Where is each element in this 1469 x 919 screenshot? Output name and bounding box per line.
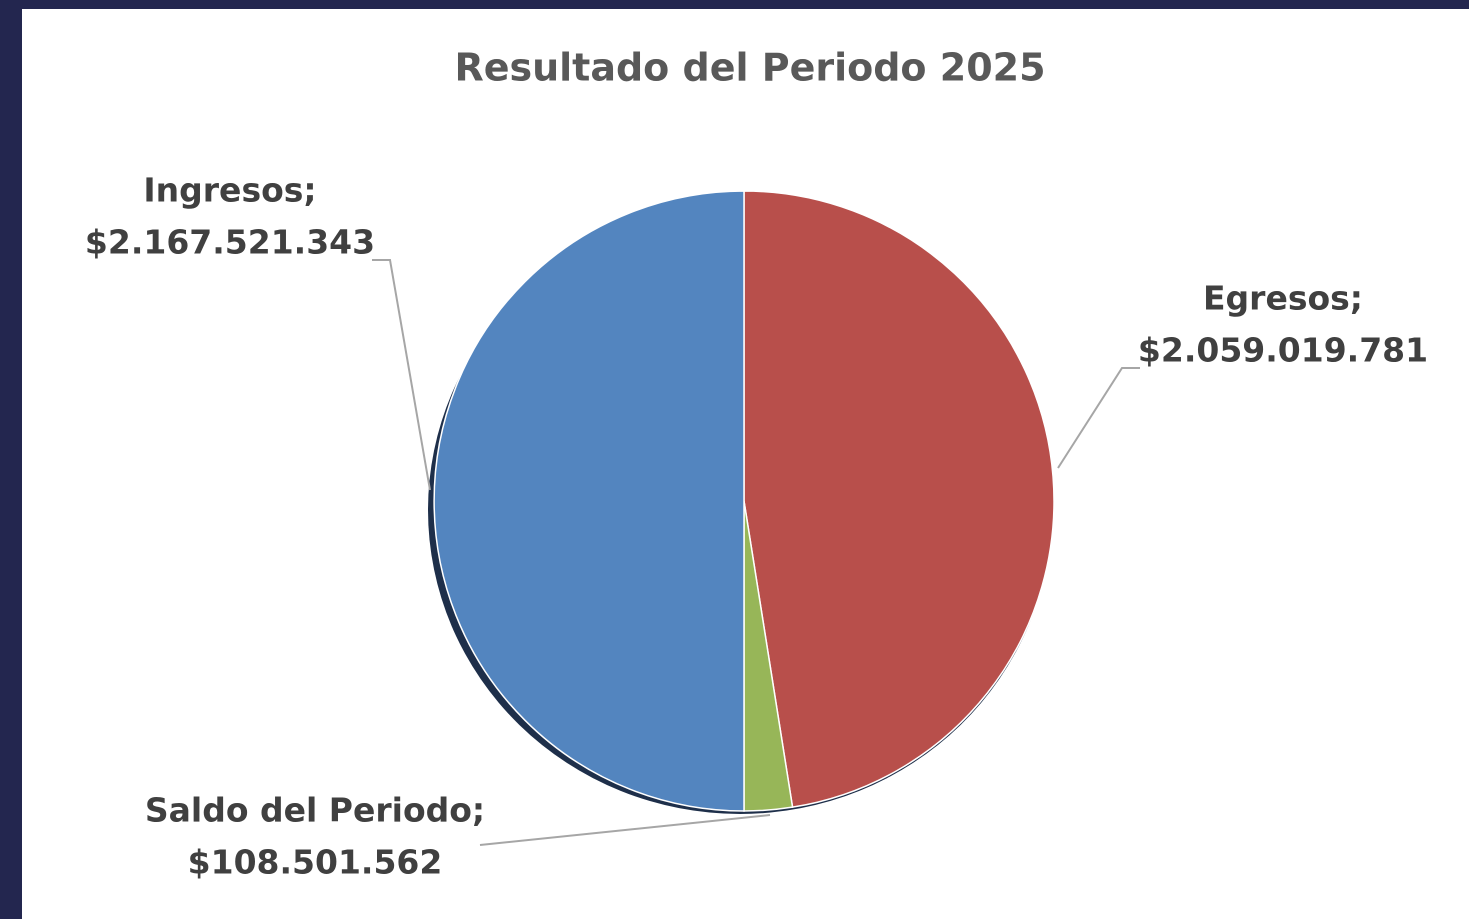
pie-slice [433,190,745,812]
pie-slice [743,190,1055,809]
data-label-name: Egresos; [1203,279,1363,318]
leader-line [1057,367,1140,469]
data-label-name: Ingresos; [143,171,316,210]
leader-line [479,814,771,846]
leader-line [372,259,431,491]
chart-title: Resultado del Periodo 2025 [454,46,1045,90]
data-label-name: Saldo del Periodo; [145,791,485,830]
data-label-value: $2.059.019.781 [1138,331,1428,370]
data-label-value: $108.501.562 [188,843,443,882]
data-label-value: $2.167.521.343 [85,223,375,262]
